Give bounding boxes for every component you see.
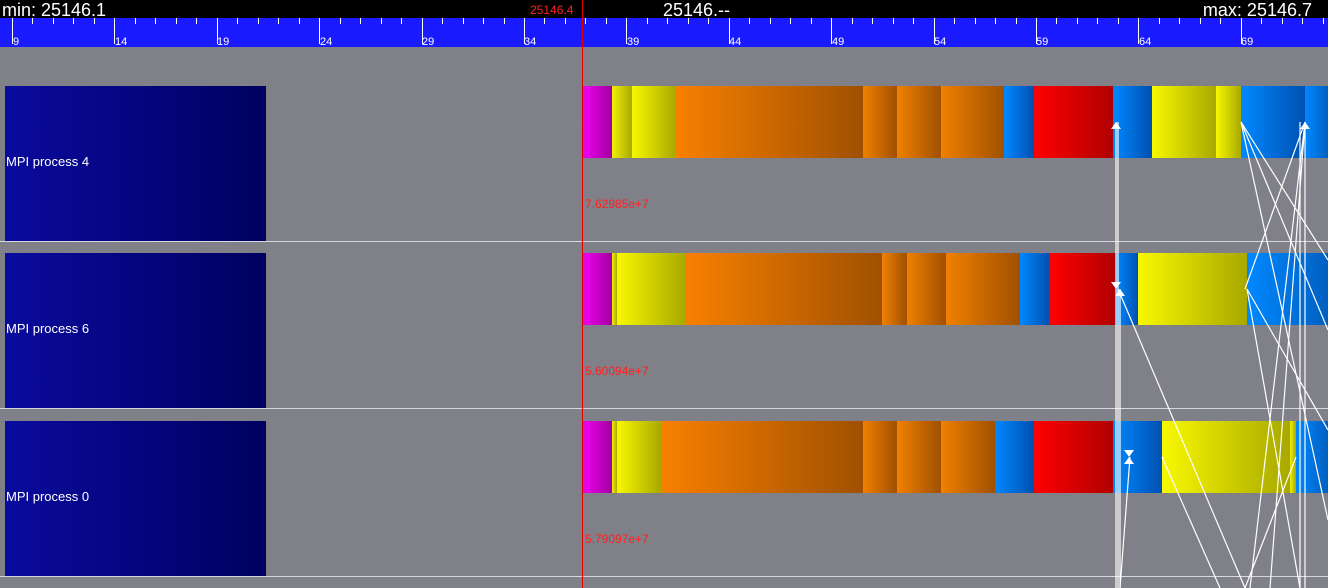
state-block[interactable] — [863, 86, 897, 158]
time-ruler[interactable]: 9 14 19 24 29 34 39 44 49 54 59 64 69 — [0, 18, 1328, 48]
process-row-header[interactable] — [5, 253, 266, 408]
state-block[interactable] — [1305, 86, 1328, 158]
state-block[interactable] — [1020, 253, 1049, 325]
state-block[interactable] — [676, 86, 863, 158]
ruler-tick-label: 54 — [934, 36, 947, 48]
ruler-tick-label: 59 — [1036, 36, 1049, 48]
state-block[interactable] — [612, 421, 617, 493]
state-block[interactable] — [941, 421, 995, 493]
ruler-tick-label: 9 — [13, 36, 20, 48]
state-block[interactable] — [907, 253, 946, 325]
state-block[interactable] — [612, 86, 632, 158]
process-row-header[interactable] — [5, 421, 266, 576]
state-block[interactable] — [1162, 421, 1290, 493]
state-block[interactable] — [941, 86, 1004, 158]
state-block[interactable] — [1113, 86, 1152, 158]
time-cursor-line[interactable] — [582, 0, 583, 588]
state-block[interactable] — [661, 421, 863, 493]
ruler-tick-label: 69 — [1241, 36, 1254, 48]
cursor-time-label: 25146.4 — [530, 3, 574, 17]
ruler-tick-label: 49 — [832, 36, 845, 48]
state-block[interactable] — [1049, 253, 1116, 325]
ruler-tick-label: 29 — [422, 36, 435, 48]
row-divider — [0, 241, 1328, 242]
process-row-header[interactable] — [5, 86, 266, 241]
process-value: 7.62985e+7 — [585, 197, 649, 211]
row-divider — [0, 408, 1328, 409]
ruler-ticks — [12, 18, 1324, 44]
max-time-label: max: 25146.7 — [1202, 0, 1312, 20]
state-block[interactable] — [882, 253, 907, 325]
state-block[interactable] — [583, 421, 612, 493]
ruler-tick-label: 24 — [320, 36, 333, 48]
state-block[interactable] — [946, 253, 1020, 325]
state-block[interactable] — [583, 253, 612, 325]
state-block[interactable] — [632, 86, 676, 158]
ruler-tick-label: 64 — [1139, 36, 1152, 48]
state-block[interactable] — [612, 253, 617, 325]
state-block[interactable] — [1241, 86, 1305, 158]
state-block[interactable] — [863, 421, 897, 493]
process-name: MPI process 0 — [6, 489, 90, 504]
state-block[interactable] — [995, 421, 1034, 493]
state-block[interactable] — [1216, 86, 1241, 158]
ruler-tick-label: 14 — [115, 36, 128, 48]
state-block[interactable] — [1116, 253, 1138, 325]
state-block[interactable] — [1296, 421, 1328, 493]
process-name: MPI process 6 — [6, 321, 90, 336]
ruler-tick-label: 39 — [627, 36, 640, 48]
message-line — [1249, 121, 1306, 588]
process-value: 5.60094e+7 — [585, 364, 649, 378]
state-block[interactable] — [1138, 253, 1247, 325]
state-block[interactable] — [686, 253, 882, 325]
state-block[interactable] — [617, 253, 686, 325]
process-name: MPI process 4 — [6, 154, 90, 169]
min-time-label: min: 25146.1 — [2, 0, 107, 20]
ruler-tick-label: 34 — [524, 36, 537, 48]
state-block[interactable] — [1034, 86, 1113, 158]
state-block[interactable] — [1247, 253, 1328, 325]
row-divider — [0, 576, 1328, 577]
state-block[interactable] — [897, 86, 941, 158]
ruler-tick-label: 19 — [217, 36, 230, 48]
state-block[interactable] — [583, 86, 612, 158]
state-block[interactable] — [617, 421, 661, 493]
state-block[interactable] — [1034, 421, 1113, 493]
state-block[interactable] — [1152, 86, 1216, 158]
state-block[interactable] — [1113, 421, 1162, 493]
process-value: 5.79097e+7 — [585, 532, 649, 546]
message-line — [1269, 121, 1306, 588]
center-time-label: 25146.-- — [663, 0, 731, 20]
top-status-bar: min: 25146.1 25146.4 25146.-- max: 25146… — [0, 0, 1328, 20]
state-block[interactable] — [897, 421, 941, 493]
ruler-tick-label: 44 — [729, 36, 742, 48]
state-block[interactable] — [1004, 86, 1034, 158]
